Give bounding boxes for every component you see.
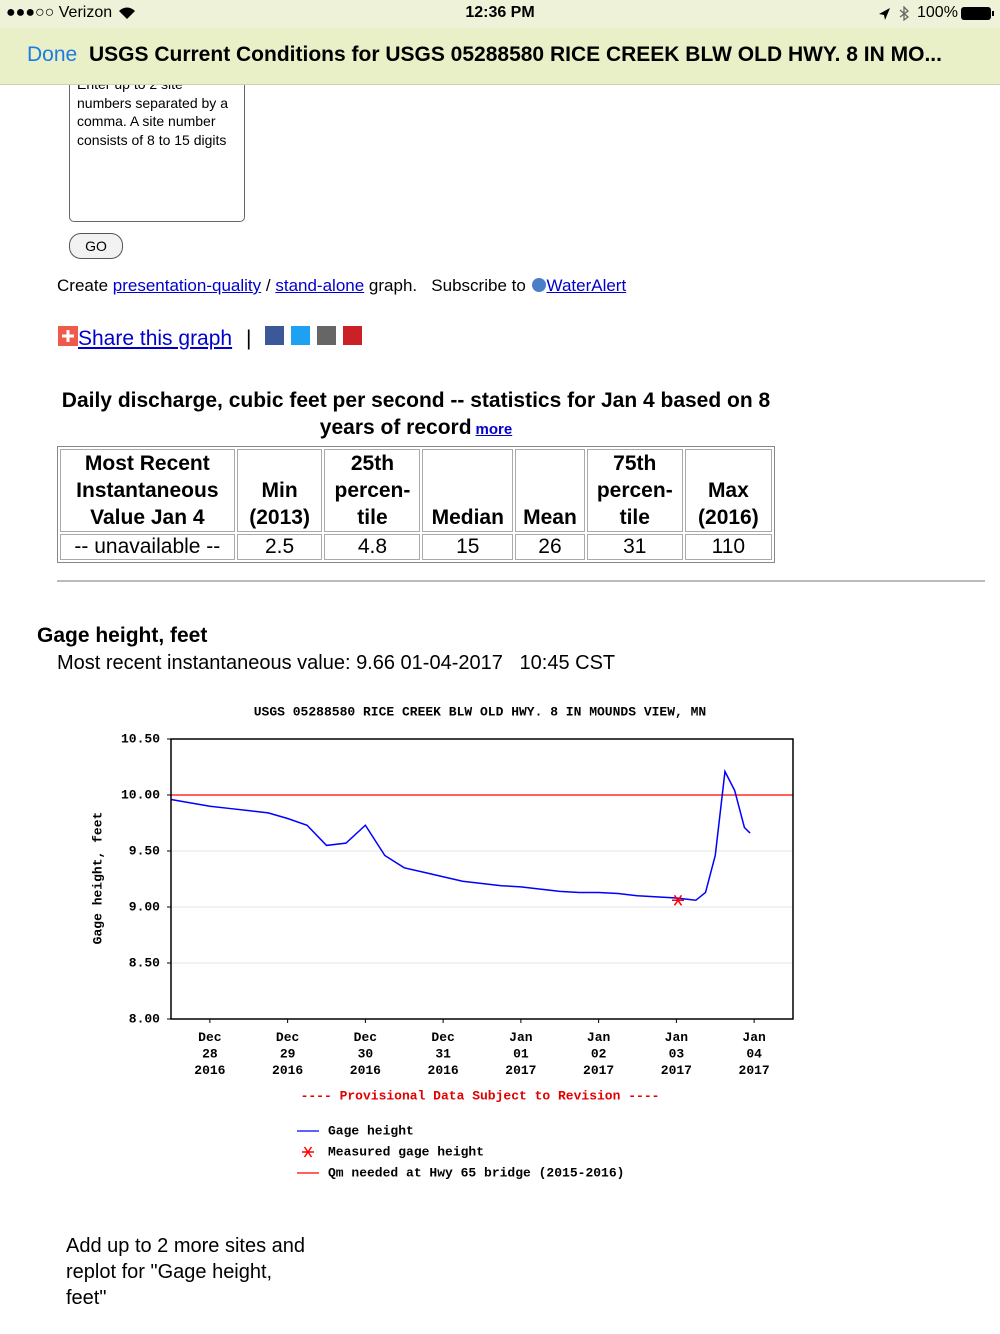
header-cell: Max (2016) [684,449,772,532]
measured-point [671,894,684,906]
chart-title: USGS 05288580 RICE CREEK BLW OLD HWY. 8 … [254,704,706,719]
share-link[interactable]: Share this graph [78,327,233,350]
data-cell: -- unavailable -- [60,534,235,560]
y-tick-label: 9.50 [129,843,160,858]
data-cell: 15 [422,534,514,560]
location-bluetooth-icons [879,6,910,22]
battery-icon [961,7,994,20]
y-tick-label: 8.00 [129,1011,160,1026]
links-line: Create presentation-quality / stand-alon… [57,276,626,296]
gage-recent: Most recent instantaneous value: 9.66 01… [57,652,616,674]
data-cell: 26 [515,534,585,560]
go-button[interactable]: GO [69,233,123,259]
site-hint: Enter up to 2 site numbers separated by … [77,76,228,148]
stats-block: Daily discharge, cubic feet per second -… [57,387,777,563]
y-axis-label: Gage height, feet [90,812,105,945]
text: / [265,276,271,295]
x-tick-label: Jan 02 2017 [583,1030,614,1078]
help-icon [531,278,546,292]
wifi-icon [119,7,135,19]
legend-symbol [302,1146,314,1158]
x-tick-label: Jan 03 2017 [661,1030,692,1078]
divider [57,580,985,582]
header-cell: Mean [515,449,585,532]
y-tick-label: 8.50 [129,955,160,970]
share-icon [58,326,78,346]
header-cell: Median [422,449,514,532]
social-icons[interactable] [265,326,365,346]
data-cell: 4.8 [324,534,421,560]
text: Subscribe to [431,276,526,295]
carrier: ●●●○○ Verizon [6,4,113,21]
header-row: Most Recent Instantaneous Value Jan 4 Min… [60,449,772,532]
stats-table: Most Recent Instantaneous Value Jan 4 Min… [57,446,775,563]
status-bar: ●●●○○ Verizon 12:36 PM 100% [0,0,1000,28]
more-link[interactable]: more [475,421,513,438]
plot-frame [170,738,794,1020]
data-line [170,768,751,902]
footer-text: Add up to 2 more sites and replot for "G… [66,1235,306,1309]
text: graph. [368,276,418,295]
data-cell: 31 [586,534,683,560]
legend-label: Gage height [328,1123,414,1138]
header-cell: Most Recent Instantaneous Value Jan 4 [60,449,235,532]
x-tick-label: Dec 28 2016 [194,1030,225,1078]
stats-title: Daily discharge, cubic feet per second -… [61,389,771,439]
stats-title-block: Daily discharge, cubic feet per second -… [57,387,775,443]
header-cell: Min (2013) [236,449,323,532]
data-cell: 2.5 [236,534,323,560]
chart: USGS 05288580 RICE CREEK BLW OLD HWY. 8 … [90,704,794,1180]
link[interactable]: stand-alone [275,276,365,295]
x-tick-label: Dec 30 2016 [350,1030,381,1078]
gage-heading: Gage height, feet [37,624,208,647]
x-tick-label: Jan 01 2017 [505,1030,536,1078]
nav-bar: Done USGS Current Conditions for USGS 05… [0,28,1000,85]
header-cell: 75th percen-tile [586,449,683,532]
x-tick-label: Dec 31 2016 [428,1030,459,1078]
x-tick-label: Dec 29 2016 [272,1030,303,1078]
link[interactable]: presentation-quality [112,276,262,295]
y-tick-label: 10.00 [121,787,160,802]
battery-level: 100% [917,4,958,21]
header-cell: 25th percen-tile [324,449,421,532]
share-line: Share this graph | [58,326,365,351]
y-tick-label: 10.50 [121,731,160,746]
x-tick-label: Jan 04 2017 [739,1030,770,1078]
provisional-note: ---- Provisional Data Subject to Revisio… [301,1088,660,1103]
page-title: USGS Current Conditions for USGS 0528858… [89,43,942,66]
clock: 12:36 PM [465,4,535,21]
text: Create [57,276,109,295]
separator: | [245,327,252,350]
data-row: -- unavailable -- 2.5 4.8 15 26 31 110 [60,534,772,560]
done-button[interactable]: Done [27,43,78,66]
data-cell: 110 [684,534,772,560]
legend-label: Measured gage height [328,1144,484,1159]
legend-label: Qm needed at Hwy 65 bridge (2015-2016) [328,1165,624,1180]
link[interactable]: WaterAlert [546,276,627,295]
y-tick-label: 9.00 [129,899,160,914]
